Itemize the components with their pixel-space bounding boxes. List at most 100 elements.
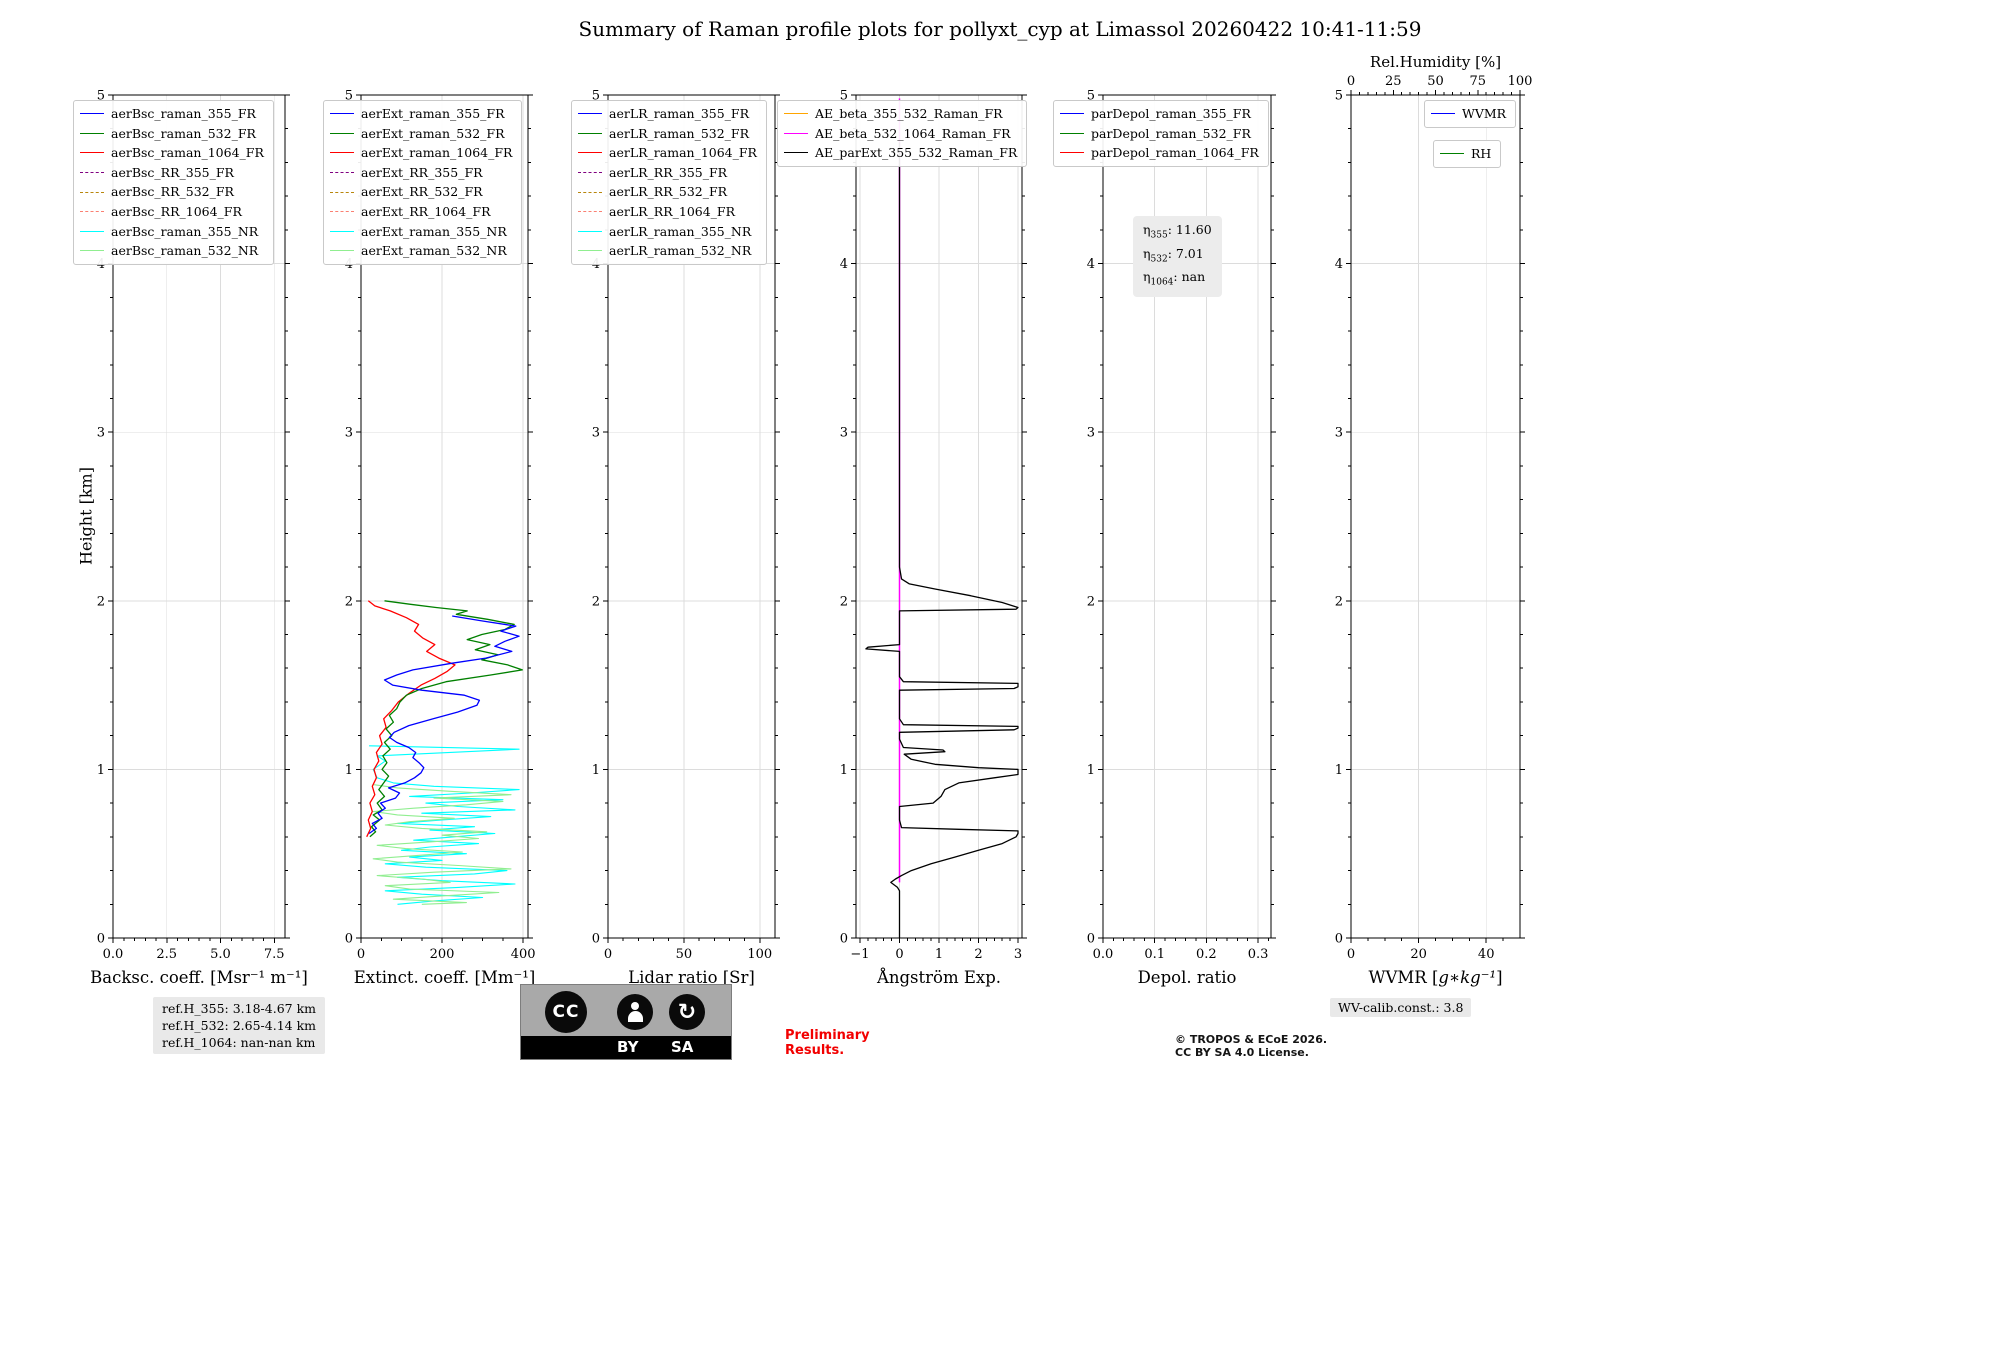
x-tick-label: 2 bbox=[974, 947, 982, 962]
legend-item: aerBsc_RR_1064_FR bbox=[80, 202, 264, 222]
legend-item: aerBsc_RR_355_FR bbox=[80, 163, 264, 183]
legend-item: aerExt_RR_355_FR bbox=[330, 163, 512, 183]
y-tick-label: 5 bbox=[1087, 89, 1095, 104]
y-tick-label: 4 bbox=[1087, 257, 1095, 272]
badge-sa-label: SA bbox=[671, 1038, 694, 1056]
legend-label: WVMR bbox=[1462, 106, 1507, 121]
y-tick-label: 3 bbox=[840, 426, 848, 441]
legend-line-sample bbox=[1440, 153, 1464, 155]
legend-label: aerExt_raman_355_FR bbox=[361, 106, 505, 121]
legend-label: aerExt_raman_355_NR bbox=[361, 223, 507, 239]
legend-wvmr-2: RH bbox=[1433, 140, 1502, 168]
legend-line-sample bbox=[1060, 113, 1084, 115]
legend-angstroem: AE_beta_355_532_Raman_FR AE_beta_532_1064… bbox=[777, 100, 1028, 167]
legend-item: aerBsc_RR_532_FR bbox=[80, 182, 264, 202]
legend-label: AE_parExt_355_532_Raman_FR bbox=[815, 145, 1018, 161]
axes-frame bbox=[607, 94, 776, 939]
legend-label: aerBsc_raman_355_FR bbox=[111, 106, 256, 121]
figure-title: Summary of Raman profile plots for polly… bbox=[578, 17, 1422, 41]
ref-line-1064: ref.H_1064: nan-nan km bbox=[162, 1035, 316, 1050]
x-tick-label: 0.0 bbox=[103, 947, 124, 962]
x-axis-label-angstroem: Ångström Exp. bbox=[876, 967, 1001, 987]
legend-item: aerLR_RR_355_FR bbox=[578, 163, 757, 183]
x-tick-label: 0.0 bbox=[1093, 947, 1114, 962]
legend-label: aerLR_raman_355_FR bbox=[609, 106, 750, 121]
y-tick-label: 5 bbox=[97, 89, 105, 104]
legend-line-sample bbox=[578, 172, 602, 174]
legend-item: parDepol_raman_355_FR bbox=[1060, 104, 1259, 124]
y-tick-label: 1 bbox=[97, 763, 105, 778]
legend-item: aerExt_raman_532_NR bbox=[330, 241, 512, 261]
legend-line-sample bbox=[80, 152, 104, 154]
y-tick-label: 5 bbox=[592, 89, 600, 104]
legend-label: parDepol_raman_1064_FR bbox=[1091, 145, 1259, 161]
series-group bbox=[865, 98, 1019, 938]
legend-line-sample bbox=[330, 172, 354, 174]
x-tick-label: 40 bbox=[1478, 947, 1495, 962]
legend-label: aerLR_RR_532_FR bbox=[609, 184, 728, 200]
x-tick-label: 0 bbox=[895, 947, 903, 962]
top-tick-label: 75 bbox=[1469, 74, 1486, 89]
legend-item: aerExt_raman_355_NR bbox=[330, 222, 512, 242]
axes-frame bbox=[360, 94, 529, 939]
y-tick-label: 1 bbox=[840, 763, 848, 778]
y-tick-label: 3 bbox=[1087, 426, 1095, 441]
ref-line-532: ref.H_532: 2.65-4.14 km bbox=[162, 1018, 317, 1033]
legend-line-sample bbox=[784, 113, 808, 115]
wv-calib-box: WV-calib.const.: 3.8 bbox=[1330, 998, 1472, 1017]
legend-line-sample bbox=[80, 113, 104, 115]
x-tick-label: 5.0 bbox=[210, 947, 231, 962]
y-tick-label: 2 bbox=[345, 594, 353, 609]
legend-line-sample bbox=[578, 230, 602, 232]
legend-line-sample bbox=[784, 132, 808, 134]
legend-item: aerExt_raman_355_FR bbox=[330, 104, 512, 124]
preliminary-line1: Preliminary bbox=[785, 1028, 870, 1043]
y-tick-label: 5 bbox=[345, 89, 353, 104]
legend-label: aerLR_raman_1064_FR bbox=[609, 145, 757, 161]
eta-row: η532: 7.01 bbox=[1143, 245, 1204, 265]
legend-line-sample bbox=[80, 132, 104, 134]
eta-row: η1064: nan bbox=[1143, 269, 1206, 288]
top-tick-label: 50 bbox=[1427, 74, 1444, 89]
y-tick-label: 0 bbox=[97, 932, 105, 947]
ref-line-355: ref.H_355: 3.18-4.67 km bbox=[162, 1001, 317, 1016]
copyright-line2: CC BY SA 4.0 License. bbox=[1175, 1045, 1309, 1059]
x-axis-label-wvmr: WVMR [g∗kg⁻¹] bbox=[1369, 968, 1503, 987]
legend-label: parDepol_raman_532_FR bbox=[1091, 125, 1251, 141]
legend-item: aerExt_raman_532_FR bbox=[330, 124, 512, 144]
legend-label: AE_beta_532_1064_Raman_FR bbox=[815, 125, 1011, 141]
y-tick-label: 4 bbox=[1335, 257, 1343, 272]
legend-item: aerBsc_raman_355_FR bbox=[80, 104, 264, 124]
preliminary-line2: Results. bbox=[785, 1043, 845, 1058]
y-tick-label: 2 bbox=[840, 594, 848, 609]
legend-label: aerBsc_RR_532_FR bbox=[111, 184, 234, 200]
legend-label: aerExt_raman_1064_FR bbox=[361, 145, 513, 161]
legend-label: aerExt_raman_532_NR bbox=[361, 243, 507, 259]
legend-line-sample bbox=[330, 250, 354, 252]
legend-label: aerLR_RR_1064_FR bbox=[609, 203, 736, 219]
legend-line-sample bbox=[578, 250, 602, 252]
ticks bbox=[1346, 90, 1525, 943]
y-tick-label: 1 bbox=[1087, 763, 1095, 778]
legend-depol: parDepol_raman_355_FR parDepol_raman_532_… bbox=[1053, 100, 1269, 167]
legend-item: aerExt_RR_532_FR bbox=[330, 182, 512, 202]
legend-line-sample bbox=[80, 191, 104, 193]
legend-label: aerBsc_raman_532_NR bbox=[111, 243, 259, 259]
x-tick-label: 0 bbox=[1347, 947, 1355, 962]
legend-label: RH bbox=[1471, 146, 1492, 161]
series-AE_parExt_355_532_Raman_FR bbox=[865, 142, 1019, 938]
y-tick-label: 3 bbox=[345, 426, 353, 441]
legend-line-sample bbox=[578, 191, 602, 193]
gridlines bbox=[856, 95, 1022, 938]
legend-line-sample bbox=[330, 230, 354, 232]
series-aerExt_raman_355_NR bbox=[369, 745, 520, 905]
legend-label: aerExt_raman_532_FR bbox=[361, 125, 505, 141]
gridlines bbox=[1351, 95, 1520, 938]
legend-line-sample bbox=[1060, 152, 1084, 154]
y-tick-label: 4 bbox=[840, 257, 848, 272]
legend-item: aerLR_RR_532_FR bbox=[578, 182, 757, 202]
y-tick-label: 2 bbox=[97, 594, 105, 609]
legend-line-sample bbox=[1060, 132, 1084, 134]
legend-item: aerExt_raman_1064_FR bbox=[330, 143, 512, 163]
